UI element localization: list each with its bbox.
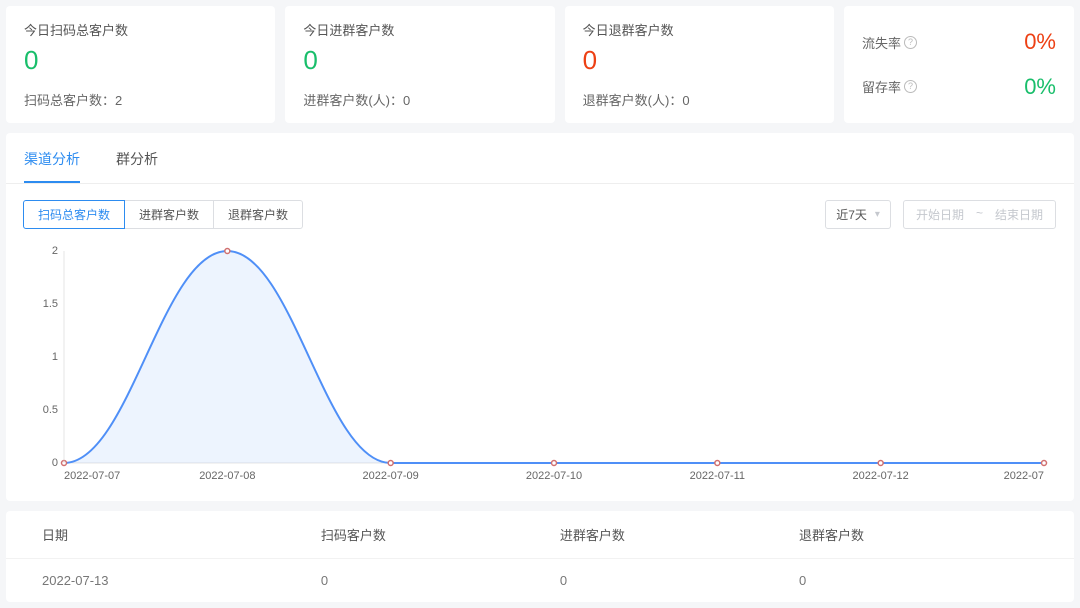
chart: 0 0.5 1 1.5 2 2022-07-07 2022-07-08 2022-07-09 2… bbox=[30, 243, 1052, 483]
help-icon[interactable]: ? bbox=[904, 80, 917, 93]
stat-sub: 扫码总客户数：2 bbox=[24, 90, 257, 109]
metric-button-group: 扫码总客户数 进群客户数 退群客户数 bbox=[24, 200, 303, 229]
stat-sub: 进群客户数(人)：0 bbox=[303, 90, 536, 109]
table-header: 日期 扫码客户数 进群客户数 退群客户数 bbox=[6, 511, 1074, 559]
help-icon[interactable]: ? bbox=[904, 36, 917, 49]
svg-text:0.5: 0.5 bbox=[43, 404, 58, 416]
metric-btn-leave[interactable]: 退群客户数 bbox=[213, 200, 303, 229]
chart-svg: 0 0.5 1 1.5 2 2022-07-07 2022-07-08 2022-07-09 2… bbox=[30, 243, 1052, 483]
right-controls: 近7天 ▾ 开始日期 ~ 结束日期 bbox=[825, 200, 1056, 229]
col-scan: 扫码客户数 bbox=[321, 525, 560, 544]
rate-label: 留存率 ? bbox=[862, 77, 917, 96]
stat-value: 0 bbox=[303, 45, 536, 76]
rate-value: 0% bbox=[1024, 29, 1056, 55]
stat-value: 0 bbox=[24, 45, 257, 76]
rate-label: 流失率 ? bbox=[862, 33, 917, 52]
data-table: 日期 扫码客户数 进群客户数 退群客户数 2022-07-13 0 0 0 bbox=[6, 511, 1074, 602]
svg-text:1.5: 1.5 bbox=[43, 298, 58, 310]
svg-text:2: 2 bbox=[52, 245, 58, 257]
svg-text:2022-07: 2022-07 bbox=[1004, 470, 1044, 482]
stat-card-leave: 今日退群客户数 0 退群客户数(人)：0 bbox=[565, 6, 834, 123]
svg-text:0: 0 bbox=[52, 457, 58, 469]
tabs: 渠道分析 群分析 bbox=[6, 145, 1074, 184]
metric-btn-scan[interactable]: 扫码总客户数 bbox=[23, 200, 125, 229]
stat-sub: 退群客户数(人)：0 bbox=[583, 90, 816, 109]
col-leave: 退群客户数 bbox=[799, 525, 1038, 544]
col-date: 日期 bbox=[42, 525, 321, 544]
stats-row: 今日扫码总客户数 0 扫码总客户数：2 今日进群客户数 0 进群客户数(人)：0… bbox=[6, 6, 1074, 123]
analysis-card: 渠道分析 群分析 扫码总客户数 进群客户数 退群客户数 近7天 ▾ 开始日期 ~… bbox=[6, 133, 1074, 501]
stat-title: 今日退群客户数 bbox=[583, 20, 816, 39]
svg-text:2022-07-08: 2022-07-08 bbox=[199, 470, 255, 482]
svg-text:2022-07-07: 2022-07-07 bbox=[64, 470, 120, 482]
svg-text:2022-07-10: 2022-07-10 bbox=[526, 470, 582, 482]
period-select[interactable]: 近7天 ▾ bbox=[825, 200, 891, 229]
table-row: 2022-07-13 0 0 0 bbox=[6, 559, 1074, 602]
stat-card-join: 今日进群客户数 0 进群客户数(人)：0 bbox=[285, 6, 554, 123]
tab-group[interactable]: 群分析 bbox=[116, 145, 158, 183]
rate-value: 0% bbox=[1024, 74, 1056, 100]
table-card: 日期 扫码客户数 进群客户数 退群客户数 2022-07-13 0 0 0 bbox=[6, 511, 1074, 602]
metric-btn-join[interactable]: 进群客户数 bbox=[124, 200, 214, 229]
date-range-picker[interactable]: 开始日期 ~ 结束日期 bbox=[903, 200, 1056, 229]
stat-title: 今日扫码总客户数 bbox=[24, 20, 257, 39]
tab-channel[interactable]: 渠道分析 bbox=[24, 145, 80, 183]
rate-row-loss: 流失率 ? 0% bbox=[862, 29, 1056, 55]
svg-text:1: 1 bbox=[52, 351, 58, 363]
svg-text:2022-07-09: 2022-07-09 bbox=[363, 470, 419, 482]
stat-value: 0 bbox=[583, 45, 816, 76]
svg-text:2022-07-12: 2022-07-12 bbox=[853, 470, 909, 482]
rate-card: 流失率 ? 0% 留存率 ? 0% bbox=[844, 6, 1074, 123]
stat-card-scan: 今日扫码总客户数 0 扫码总客户数：2 bbox=[6, 6, 275, 123]
svg-text:2022-07-11: 2022-07-11 bbox=[690, 470, 745, 482]
controls-row: 扫码总客户数 进群客户数 退群客户数 近7天 ▾ 开始日期 ~ 结束日期 bbox=[24, 200, 1056, 229]
chevron-down-icon: ▾ bbox=[875, 209, 880, 220]
col-join: 进群客户数 bbox=[560, 525, 799, 544]
rate-row-retain: 留存率 ? 0% bbox=[862, 74, 1056, 100]
stat-title: 今日进群客户数 bbox=[303, 20, 536, 39]
